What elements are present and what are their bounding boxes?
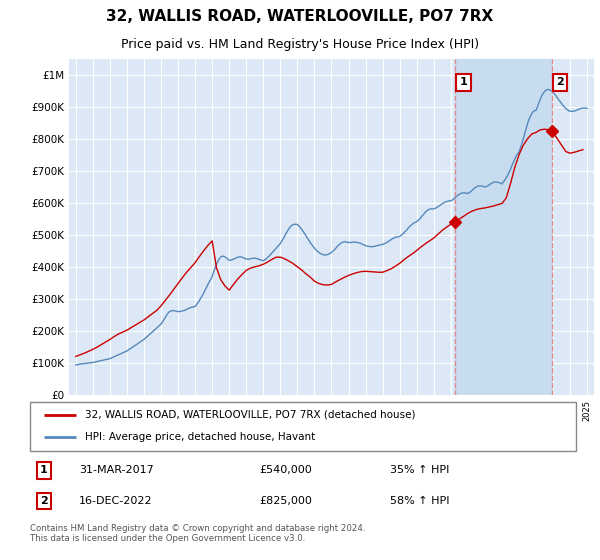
Text: 2: 2 — [556, 77, 564, 87]
Text: 31-MAR-2017: 31-MAR-2017 — [79, 465, 154, 475]
Text: 16-DEC-2022: 16-DEC-2022 — [79, 496, 153, 506]
Text: 32, WALLIS ROAD, WATERLOOVILLE, PO7 7RX: 32, WALLIS ROAD, WATERLOOVILLE, PO7 7RX — [106, 9, 494, 24]
Text: 2: 2 — [40, 496, 47, 506]
Text: Contains HM Land Registry data © Crown copyright and database right 2024.
This d: Contains HM Land Registry data © Crown c… — [30, 524, 365, 543]
Text: HPI: Average price, detached house, Havant: HPI: Average price, detached house, Hava… — [85, 432, 315, 442]
FancyBboxPatch shape — [30, 402, 576, 451]
Text: 35% ↑ HPI: 35% ↑ HPI — [391, 465, 450, 475]
Text: Price paid vs. HM Land Registry's House Price Index (HPI): Price paid vs. HM Land Registry's House … — [121, 38, 479, 51]
Text: £540,000: £540,000 — [259, 465, 312, 475]
Bar — [455, 59, 552, 395]
Text: £825,000: £825,000 — [259, 496, 312, 506]
Text: 58% ↑ HPI: 58% ↑ HPI — [391, 496, 450, 506]
Text: 1: 1 — [40, 465, 47, 475]
Text: 32, WALLIS ROAD, WATERLOOVILLE, PO7 7RX (detached house): 32, WALLIS ROAD, WATERLOOVILLE, PO7 7RX … — [85, 410, 415, 420]
Text: 1: 1 — [460, 77, 467, 87]
